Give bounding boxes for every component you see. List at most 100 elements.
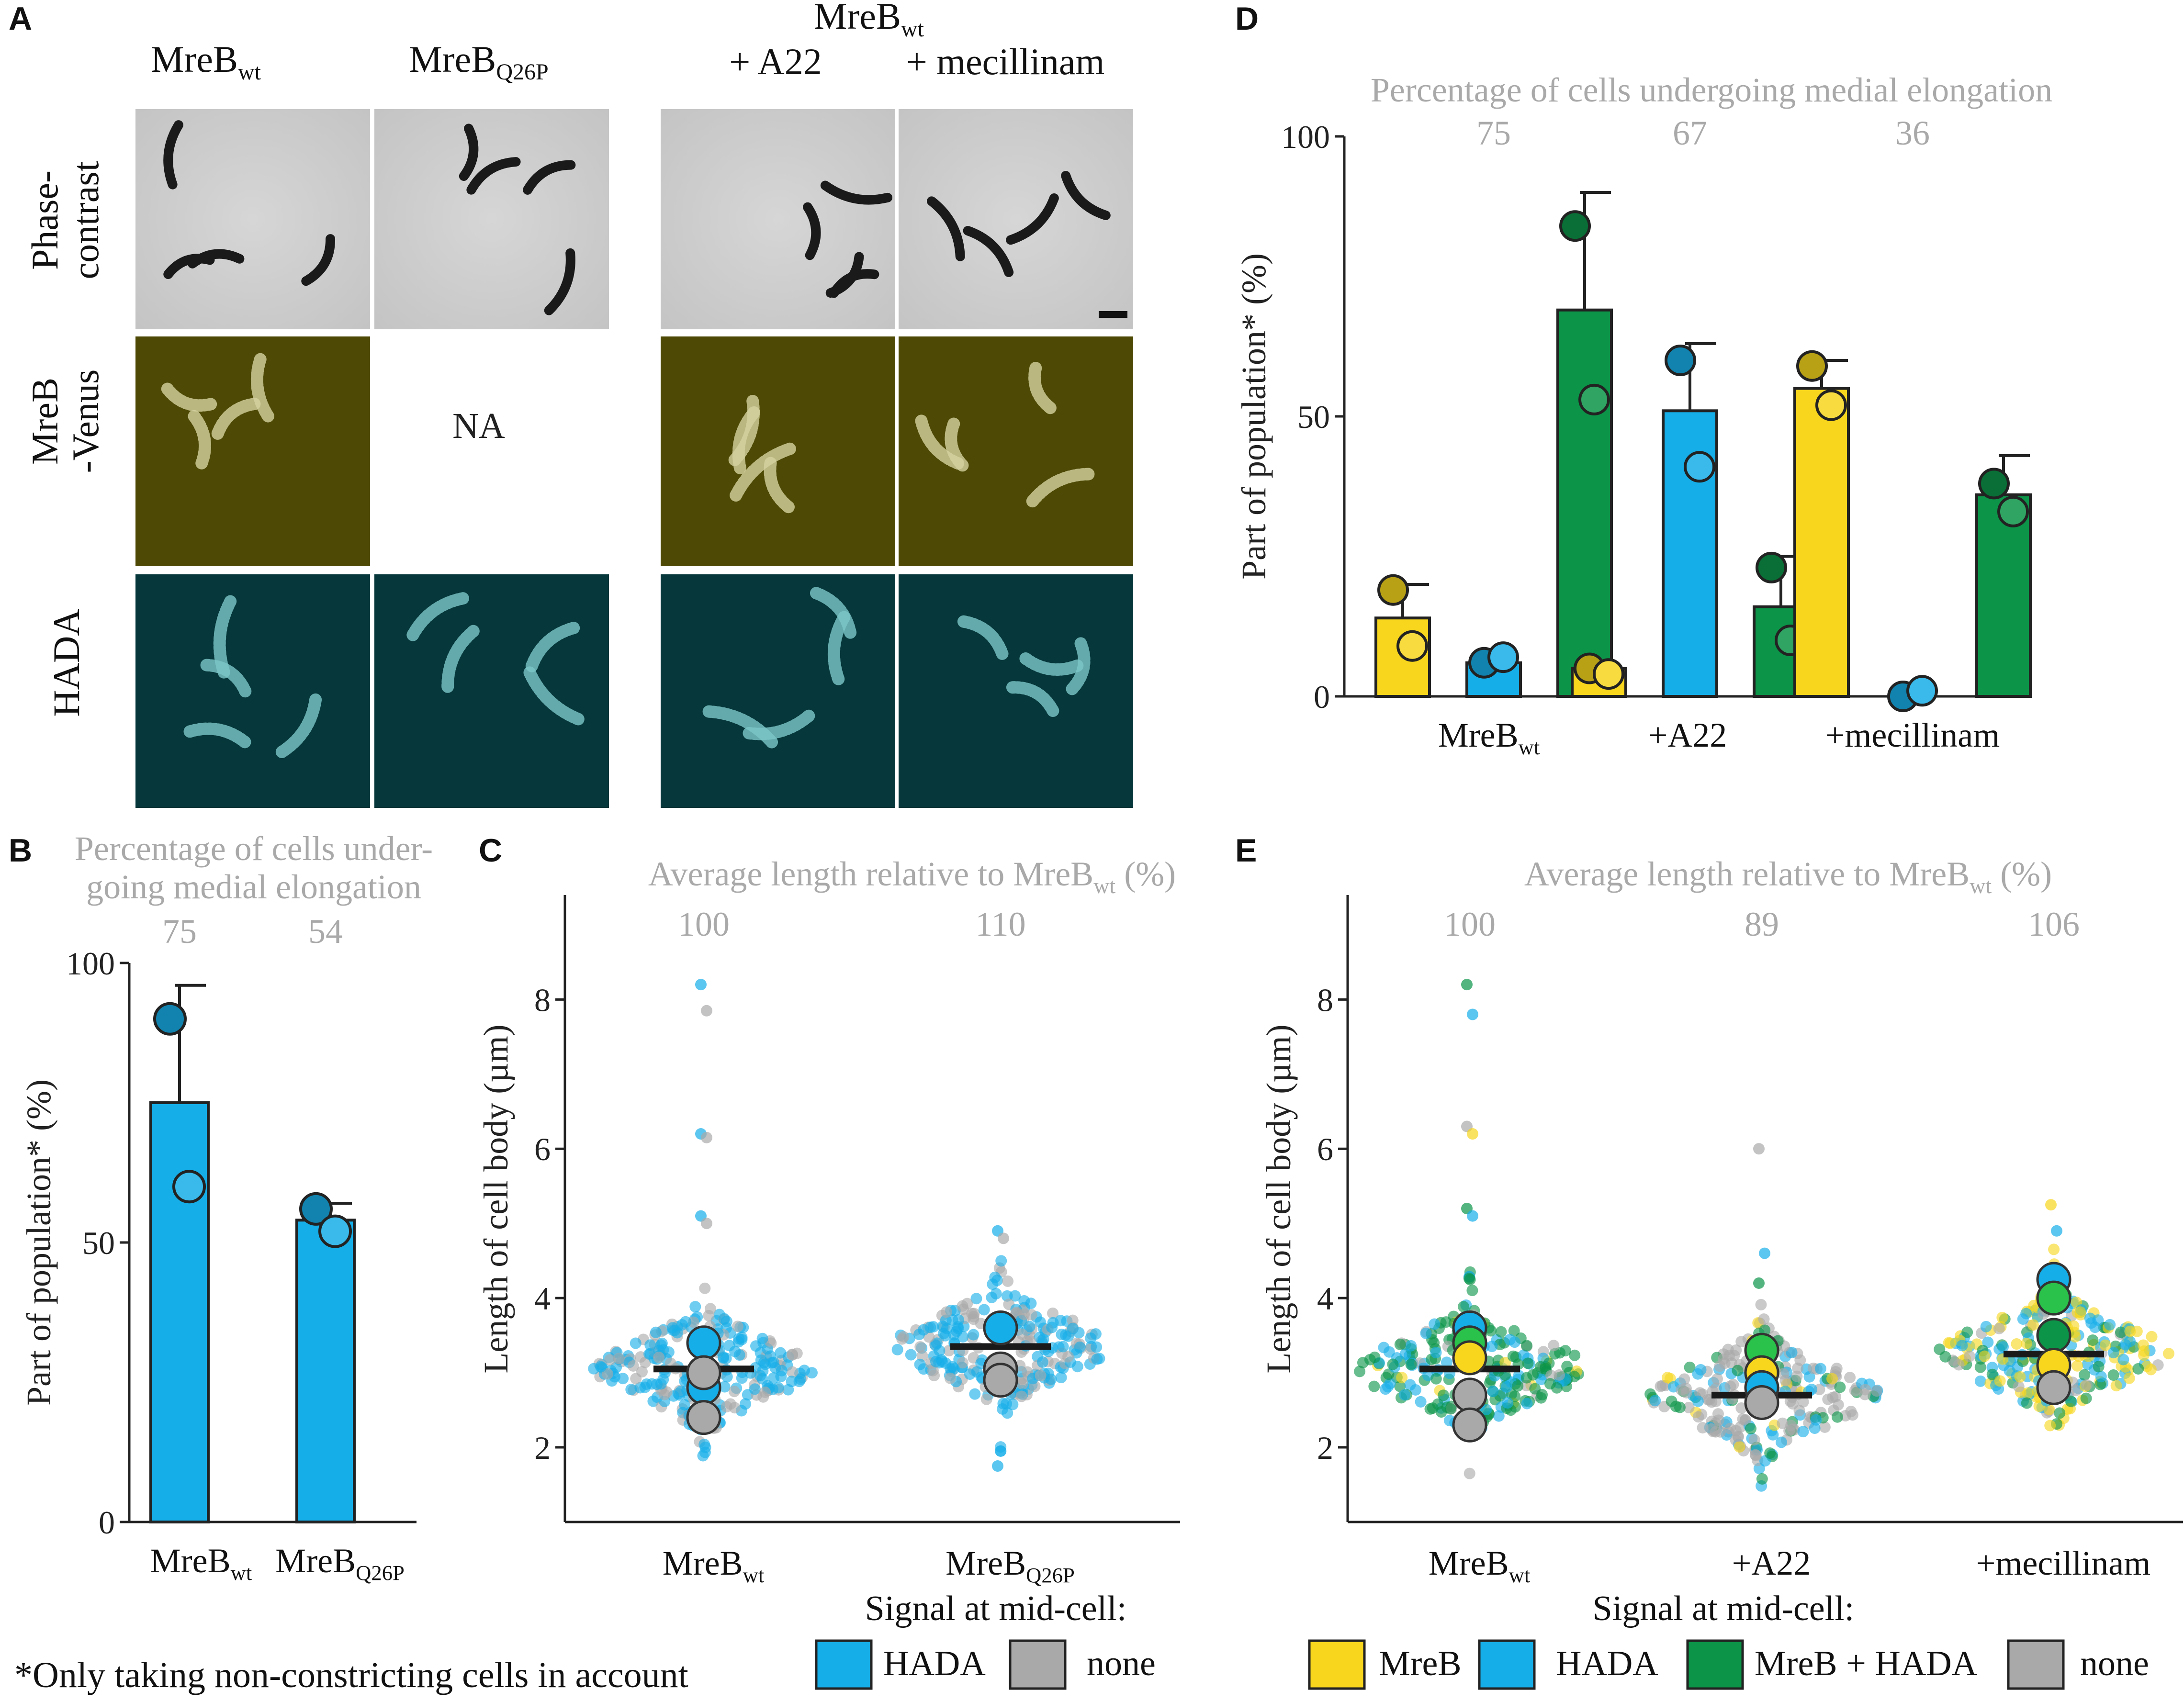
- swarm-point: [1486, 1341, 1498, 1353]
- swarm-chart-c: 2 4 6 8 Length of cell body (µm) Average leng…: [477, 855, 1180, 1587]
- tile-background: [899, 109, 1133, 329]
- cell-outline: [161, 382, 217, 412]
- swarm-point: [1045, 1373, 1057, 1385]
- swarm-point: [1404, 1379, 1416, 1391]
- x-tick-label: +mecillinam: [1825, 716, 2000, 754]
- tile-background: [661, 109, 895, 329]
- swarm-point: [1953, 1359, 1965, 1371]
- micrograph-tile: [135, 574, 370, 808]
- group-header-mreb-wt: MreBwt: [814, 0, 924, 42]
- swarm-point: [1487, 1385, 1499, 1397]
- swarm-point: [2117, 1354, 2129, 1365]
- cell-outline: [957, 615, 1009, 660]
- swarm-point: [650, 1326, 662, 1338]
- swarm-point: [1399, 1389, 1411, 1401]
- swarm-point: [1680, 1382, 1692, 1394]
- outlier-point: [1467, 1128, 1478, 1140]
- swarm-point: [1037, 1333, 1049, 1345]
- swarm-point: [2013, 1381, 2025, 1393]
- swarm-point: [1787, 1398, 1799, 1410]
- legend-c-swatch-hada: [815, 1639, 873, 1690]
- row-label-hada: HADA: [45, 609, 87, 716]
- swarm-point: [1974, 1361, 1986, 1373]
- annotation-value: 54: [308, 912, 343, 951]
- swarm-point: [1463, 1273, 1475, 1285]
- cell-outline: [764, 455, 795, 514]
- swarm-point: [1429, 1318, 1441, 1330]
- swarm-point: [1548, 1340, 1560, 1352]
- swarm-point: [927, 1321, 939, 1333]
- swarm-point: [935, 1354, 947, 1366]
- annotation-title: Percentage of cells under-: [75, 829, 433, 868]
- swarm-point: [1396, 1372, 1408, 1384]
- micrograph-tile: [899, 109, 1133, 329]
- swarm-point: [1655, 1380, 1666, 1392]
- tile-background: [661, 574, 895, 808]
- swarm-point: [937, 1321, 949, 1332]
- swarm-point: [1961, 1326, 1973, 1338]
- swarm-point: [891, 1343, 903, 1355]
- cell-outline: [728, 394, 760, 466]
- swarm-point: [1504, 1334, 1516, 1346]
- legend-e: Signal at mid-cell: MreB HADA MreB + HAD…: [1308, 1589, 2149, 1690]
- annotation-value: 100: [1444, 905, 1496, 943]
- panel-letter-b: B: [9, 832, 32, 869]
- swarm-point: [1735, 1402, 1747, 1414]
- svg-text:contrast: contrast: [65, 161, 106, 279]
- swarm-point: [1502, 1397, 1514, 1409]
- swarm-point: [1740, 1414, 1752, 1426]
- swarm-point: [1750, 1450, 1762, 1462]
- swarm-points: [1934, 1199, 2174, 1432]
- swarm-point: [1383, 1346, 1395, 1358]
- swarm-point: [1649, 1395, 1661, 1407]
- swarm-point: [1980, 1321, 1992, 1332]
- annotation-value: 89: [1745, 905, 1779, 943]
- legend-c-swatch-none: [1009, 1639, 1067, 1690]
- svg-text:-Venus: -Venus: [65, 369, 106, 473]
- swarm-point: [1819, 1421, 1831, 1433]
- cell-outline: [406, 592, 470, 641]
- swarm-point: [1979, 1350, 1991, 1362]
- swarm-point: [2123, 1372, 2135, 1384]
- swarm-point: [2004, 1365, 2015, 1376]
- replicate-mean: [2036, 1318, 2071, 1353]
- swarm-point: [1458, 1301, 1470, 1313]
- outlier-point: [701, 1005, 712, 1017]
- swarm-point: [1724, 1380, 1736, 1392]
- y-tick-label: 8: [534, 982, 551, 1018]
- swarm-point: [1091, 1341, 1103, 1353]
- swarm-point: [2162, 1348, 2174, 1360]
- swarm-point: [1997, 1341, 2009, 1353]
- x-tick-label: MreBwt: [150, 1542, 252, 1585]
- swarm-point: [1441, 1356, 1452, 1368]
- swarm-point: [659, 1388, 671, 1400]
- replicate-point: [1796, 350, 1828, 382]
- cell-outline: [1066, 637, 1091, 695]
- row-label-phase: Phase- contrast: [24, 161, 106, 279]
- swarm-point: [1719, 1357, 1731, 1369]
- tile-background: [374, 574, 609, 808]
- legend-e-label-mreb: MreB: [1379, 1644, 1462, 1683]
- replicate-point: [1578, 383, 1610, 415]
- swarm-point: [1758, 1313, 1770, 1325]
- swarm-point: [759, 1358, 771, 1370]
- swarm-point: [1748, 1434, 1760, 1446]
- swarm-point: [675, 1386, 687, 1398]
- swarm-point: [1724, 1422, 1736, 1434]
- swarm-point: [1368, 1380, 1380, 1392]
- swarm-point: [1982, 1336, 1994, 1348]
- swarm-point: [689, 1301, 701, 1313]
- swarm-point: [679, 1399, 691, 1411]
- swarm-point: [2071, 1360, 2083, 1372]
- swarm-point: [1025, 1298, 1037, 1309]
- swarm-point: [1067, 1322, 1079, 1334]
- swarm-point: [2138, 1349, 2150, 1361]
- na-label: NA: [452, 406, 505, 446]
- swarm-point: [1692, 1411, 1704, 1423]
- swarm-point: [1831, 1411, 1843, 1423]
- swarm-point: [775, 1347, 787, 1359]
- swarm-point: [756, 1332, 768, 1344]
- micrograph-tile: [899, 336, 1133, 566]
- y-tick-label: 6: [1317, 1131, 1333, 1167]
- replicate-point: [172, 1170, 206, 1204]
